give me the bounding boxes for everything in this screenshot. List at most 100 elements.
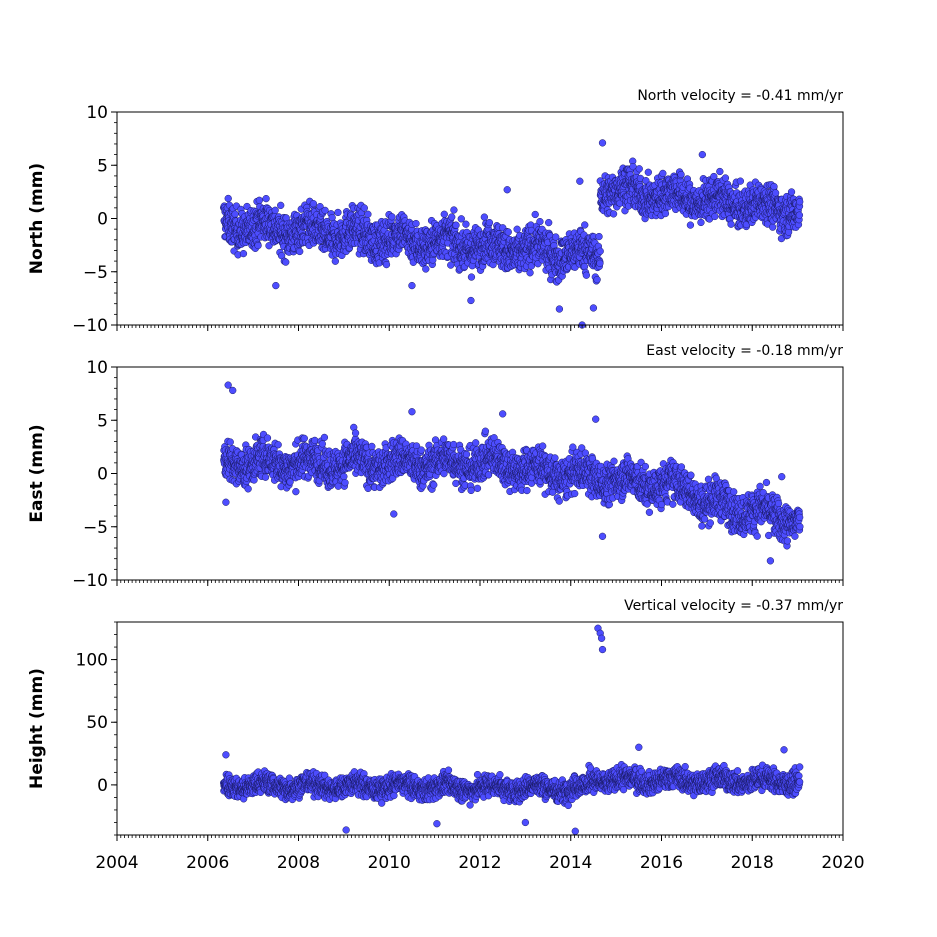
north-data-point (382, 260, 391, 269)
north-data-point (595, 232, 603, 241)
north-data-point (526, 269, 534, 277)
north-data-point (360, 204, 368, 212)
north-data-point (609, 210, 618, 218)
east-data-point (300, 434, 308, 443)
east-data-point (571, 489, 579, 498)
north-data-point (727, 220, 735, 228)
east-data-point (417, 446, 425, 454)
east-data-point (440, 435, 448, 443)
north-data-point (254, 241, 262, 250)
east-data-point (449, 440, 458, 449)
north-data-point (467, 273, 476, 281)
east-data-point (523, 486, 531, 495)
east-data-point (320, 433, 329, 442)
north-outlier-point (467, 296, 475, 305)
north-data-point (485, 218, 494, 227)
north-data-point (321, 206, 329, 215)
north-x-ticks (116, 325, 844, 331)
east-points (220, 381, 804, 565)
north-data-point (513, 225, 521, 233)
north-outlier-point (698, 150, 706, 159)
north-data-point (795, 211, 804, 219)
north-data-point (296, 247, 304, 256)
north-data-point (448, 213, 456, 221)
north-data-point (422, 265, 430, 273)
north-y-tick-label: 0 (97, 210, 108, 230)
north-data-point (457, 215, 465, 223)
north-data-point (769, 223, 777, 231)
north-data-point (265, 242, 273, 250)
north-data-point (711, 212, 719, 221)
north-y-tick-label: −10 (72, 316, 108, 336)
east-data-point (467, 486, 475, 495)
east-data-point (292, 488, 300, 496)
north-data-point (593, 275, 601, 284)
east-data-point (430, 481, 438, 489)
north-data-point (334, 208, 342, 217)
north-data-point (596, 259, 604, 267)
north-data-point (686, 221, 695, 229)
north-data-point (644, 168, 652, 176)
north-data-point (452, 221, 460, 229)
east-data-point (364, 484, 372, 493)
east-data-point (244, 485, 252, 493)
east-data-point (261, 473, 270, 481)
east-data-point (311, 436, 319, 445)
north-data-point (770, 182, 778, 191)
north-velocity-label: North velocity = -0.41 mm/yr (637, 88, 843, 104)
north-data-point (331, 257, 339, 265)
east-data-point (274, 441, 282, 449)
east-data-point (481, 427, 490, 435)
east-data-point (452, 479, 460, 488)
east-data-point (539, 442, 547, 450)
north-outlier-point (576, 177, 584, 185)
north-data-point (262, 194, 270, 203)
north-data-point (462, 220, 470, 228)
north-data-point (736, 177, 745, 185)
east-data-point (551, 454, 559, 462)
north-data-point (277, 201, 285, 210)
north-data-point (282, 258, 290, 266)
east-data-point (472, 439, 480, 447)
north-outlier-point (272, 281, 280, 290)
north-data-point (239, 249, 248, 258)
north-data-point (787, 188, 796, 196)
north-data-point (504, 228, 512, 236)
north-data-point (677, 170, 685, 179)
north-data-point (440, 210, 448, 218)
north-data-point (271, 206, 279, 214)
east-data-point (555, 497, 563, 505)
east-data-point (473, 484, 482, 493)
north-outlier-point (555, 305, 564, 313)
north-data-point (231, 210, 239, 218)
north-data-point (450, 206, 458, 214)
north-data-point (309, 200, 318, 208)
east-data-point (318, 440, 326, 448)
north-data-point (771, 189, 780, 197)
east-data-point (351, 429, 360, 437)
north-data-point (364, 210, 372, 218)
north-data-point (596, 247, 604, 255)
north-data-point (536, 217, 544, 226)
north-y-axis-label: North (mm) (27, 163, 47, 274)
north-data-point (224, 194, 232, 203)
north-data-point (796, 198, 804, 206)
north-outlier-point (503, 186, 511, 194)
north-data-point (388, 213, 396, 221)
north-data-point (582, 271, 591, 279)
north-data-point (531, 210, 539, 219)
north-data-point (545, 218, 553, 227)
north-y-tick-label: −5 (83, 263, 108, 283)
east-data-point (341, 479, 349, 487)
east-data-point (368, 442, 376, 451)
north-data-point (581, 221, 589, 229)
north-data-point (697, 218, 705, 227)
north-data-point (635, 165, 643, 173)
north-data-point (661, 209, 670, 218)
east-data-point (340, 472, 348, 481)
north-data-point (716, 167, 724, 176)
north-outlier-point (589, 304, 598, 312)
